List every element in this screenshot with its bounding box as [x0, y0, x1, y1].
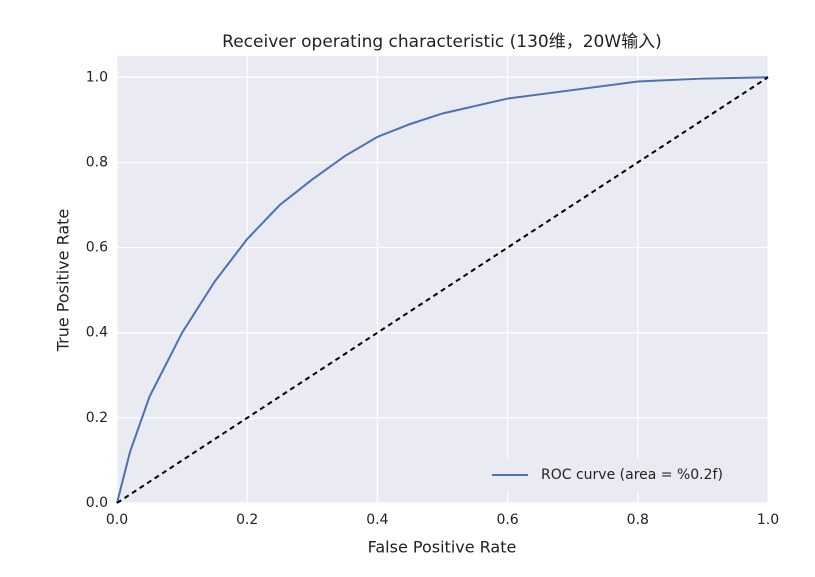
- x-tick-label: 0.0: [106, 512, 128, 528]
- x-tick-label: 0.4: [366, 512, 388, 528]
- y-tick-label: 0.0: [86, 495, 108, 511]
- x-tick-label: 0.8: [627, 512, 649, 528]
- y-axis-label: True Positive Rate: [54, 209, 73, 353]
- y-tick-label: 0.4: [86, 325, 108, 341]
- y-tick-label: 0.2: [86, 410, 108, 426]
- plot-area: [117, 56, 768, 503]
- y-tick-label: 0.6: [86, 240, 108, 256]
- x-tick-label: 1.0: [757, 512, 779, 528]
- x-tick-label: 0.2: [236, 512, 258, 528]
- chart-title: Receiver operating characteristic (130维，…: [222, 32, 662, 52]
- line: [116, 76, 769, 504]
- x-axis-label: False Positive Rate: [368, 538, 517, 557]
- line: [116, 76, 769, 504]
- legend-label: ROC curve (area = %0.2f): [541, 467, 723, 483]
- legend-box: [484, 459, 760, 491]
- y-tick-label: 1.0: [86, 69, 108, 85]
- x-tick-label: 0.6: [496, 512, 518, 528]
- y-tick-label: 0.8: [86, 154, 108, 170]
